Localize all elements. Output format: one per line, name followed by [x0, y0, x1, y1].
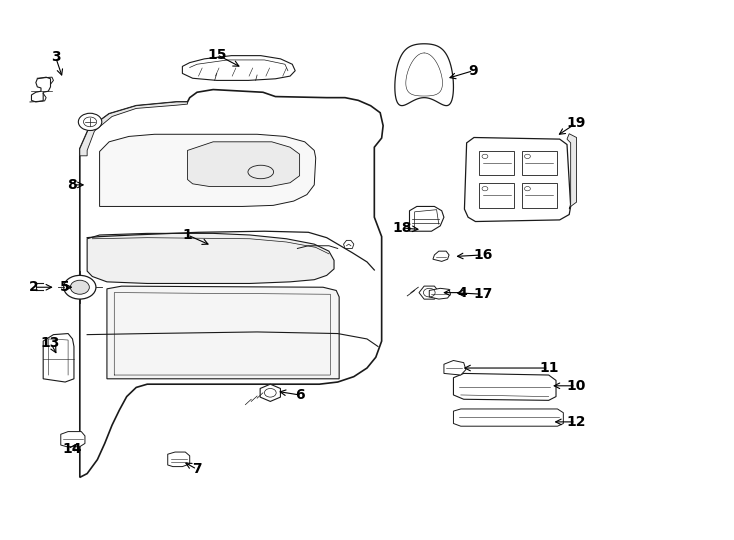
Circle shape [70, 280, 90, 294]
Polygon shape [567, 134, 576, 209]
Text: 9: 9 [468, 64, 478, 78]
Polygon shape [43, 334, 74, 382]
Text: 6: 6 [295, 388, 305, 402]
Bar [479, 151, 515, 175]
Polygon shape [61, 431, 85, 447]
Bar [522, 183, 557, 207]
Text: 2: 2 [29, 280, 39, 294]
Text: 18: 18 [393, 221, 412, 235]
Polygon shape [80, 90, 383, 477]
Text: 1: 1 [183, 228, 192, 242]
Circle shape [64, 275, 96, 299]
Text: 11: 11 [539, 361, 559, 375]
Polygon shape [444, 361, 466, 375]
Bar [479, 183, 515, 207]
Text: 19: 19 [566, 117, 586, 131]
Text: 4: 4 [457, 286, 467, 300]
Text: 16: 16 [473, 248, 493, 262]
Polygon shape [429, 288, 451, 299]
Text: 7: 7 [192, 462, 202, 476]
Polygon shape [80, 102, 187, 156]
Polygon shape [433, 251, 449, 261]
Polygon shape [454, 374, 556, 400]
Text: 14: 14 [62, 442, 82, 456]
Polygon shape [182, 56, 295, 80]
Polygon shape [32, 77, 51, 102]
Polygon shape [107, 286, 339, 379]
Polygon shape [100, 134, 316, 206]
Circle shape [79, 113, 102, 131]
Polygon shape [87, 233, 334, 284]
Bar [522, 151, 557, 175]
Text: 13: 13 [41, 336, 60, 350]
Text: 17: 17 [473, 287, 493, 301]
Text: 5: 5 [60, 280, 70, 294]
Polygon shape [419, 286, 440, 299]
Polygon shape [465, 138, 570, 221]
Polygon shape [454, 409, 563, 426]
Polygon shape [395, 44, 454, 106]
Polygon shape [168, 452, 189, 467]
Polygon shape [260, 384, 280, 401]
Polygon shape [187, 142, 299, 186]
Text: 3: 3 [51, 50, 60, 64]
Text: 15: 15 [207, 48, 227, 62]
Polygon shape [410, 206, 444, 231]
Text: 8: 8 [68, 178, 77, 192]
Text: 12: 12 [566, 415, 586, 429]
Text: 10: 10 [566, 379, 586, 393]
